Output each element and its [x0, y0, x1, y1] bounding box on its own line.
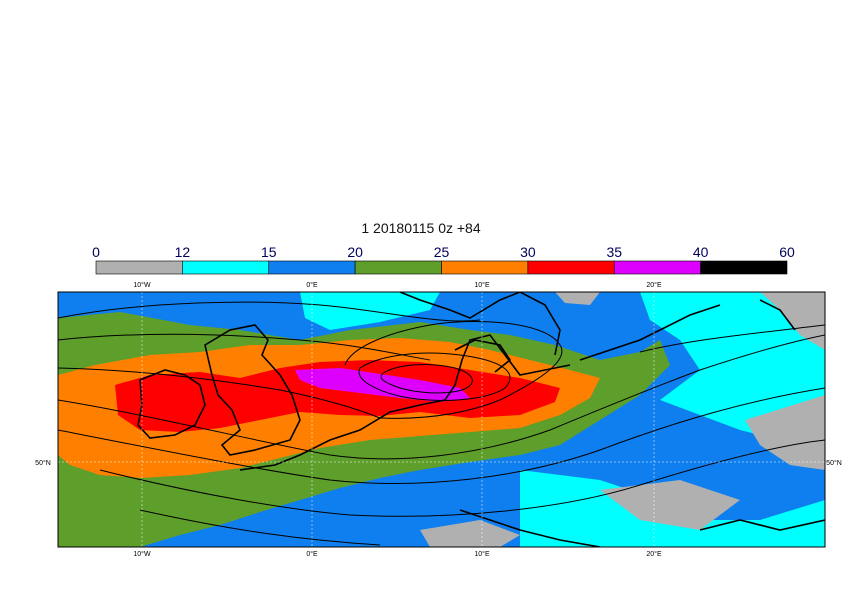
left-lat-label: 50°N [35, 459, 51, 467]
map-title: 1 20180115 0z +84 [361, 220, 481, 236]
field-0-12-alps [420, 520, 520, 547]
bottom-lon-label-10e: 10°E [474, 550, 490, 558]
field-0-12-ne [760, 292, 825, 350]
bottom-lon-label-20e: 20°E [646, 550, 662, 558]
colorbar-tick-label: 15 [261, 244, 277, 260]
colorbar-tick-label: 0 [92, 244, 100, 260]
colorbar-tick-label: 30 [520, 244, 536, 260]
bottom-lon-label-0e: 0°E [306, 550, 318, 558]
top-lon-label-0e: 0°E [306, 281, 318, 289]
field-35-40 [295, 368, 470, 402]
right-lat-label: 50°N [826, 459, 842, 467]
coastlines [137, 292, 825, 547]
graticule [58, 292, 825, 547]
top-lon-label-20e: 20°E [646, 281, 662, 289]
colorbar-tick-label: 40 [693, 244, 709, 260]
isobars [58, 301, 825, 546]
top-lon-label-10e: 10°E [474, 281, 490, 289]
colorbar-tick-label: 25 [434, 244, 450, 260]
colorbar-bin-40-60 [700, 260, 788, 275]
field-0-12-east [745, 395, 825, 470]
field-0-12-north [555, 292, 600, 305]
field-0-12-se [600, 480, 740, 530]
colorbar-tick-label: 12 [175, 244, 191, 260]
map-frame [57, 291, 826, 548]
colorbar-tick-label: 35 [606, 244, 622, 260]
bottom-lon-label-10w: 10°W [133, 550, 151, 558]
colorbar: 0 12 15 20 25 30 35 40 60 [92, 244, 795, 275]
colorbar-tick-label: 60 [779, 244, 795, 260]
top-lon-label-10w: 10°W [133, 281, 151, 289]
colorbar-tick-label: 20 [347, 244, 363, 260]
